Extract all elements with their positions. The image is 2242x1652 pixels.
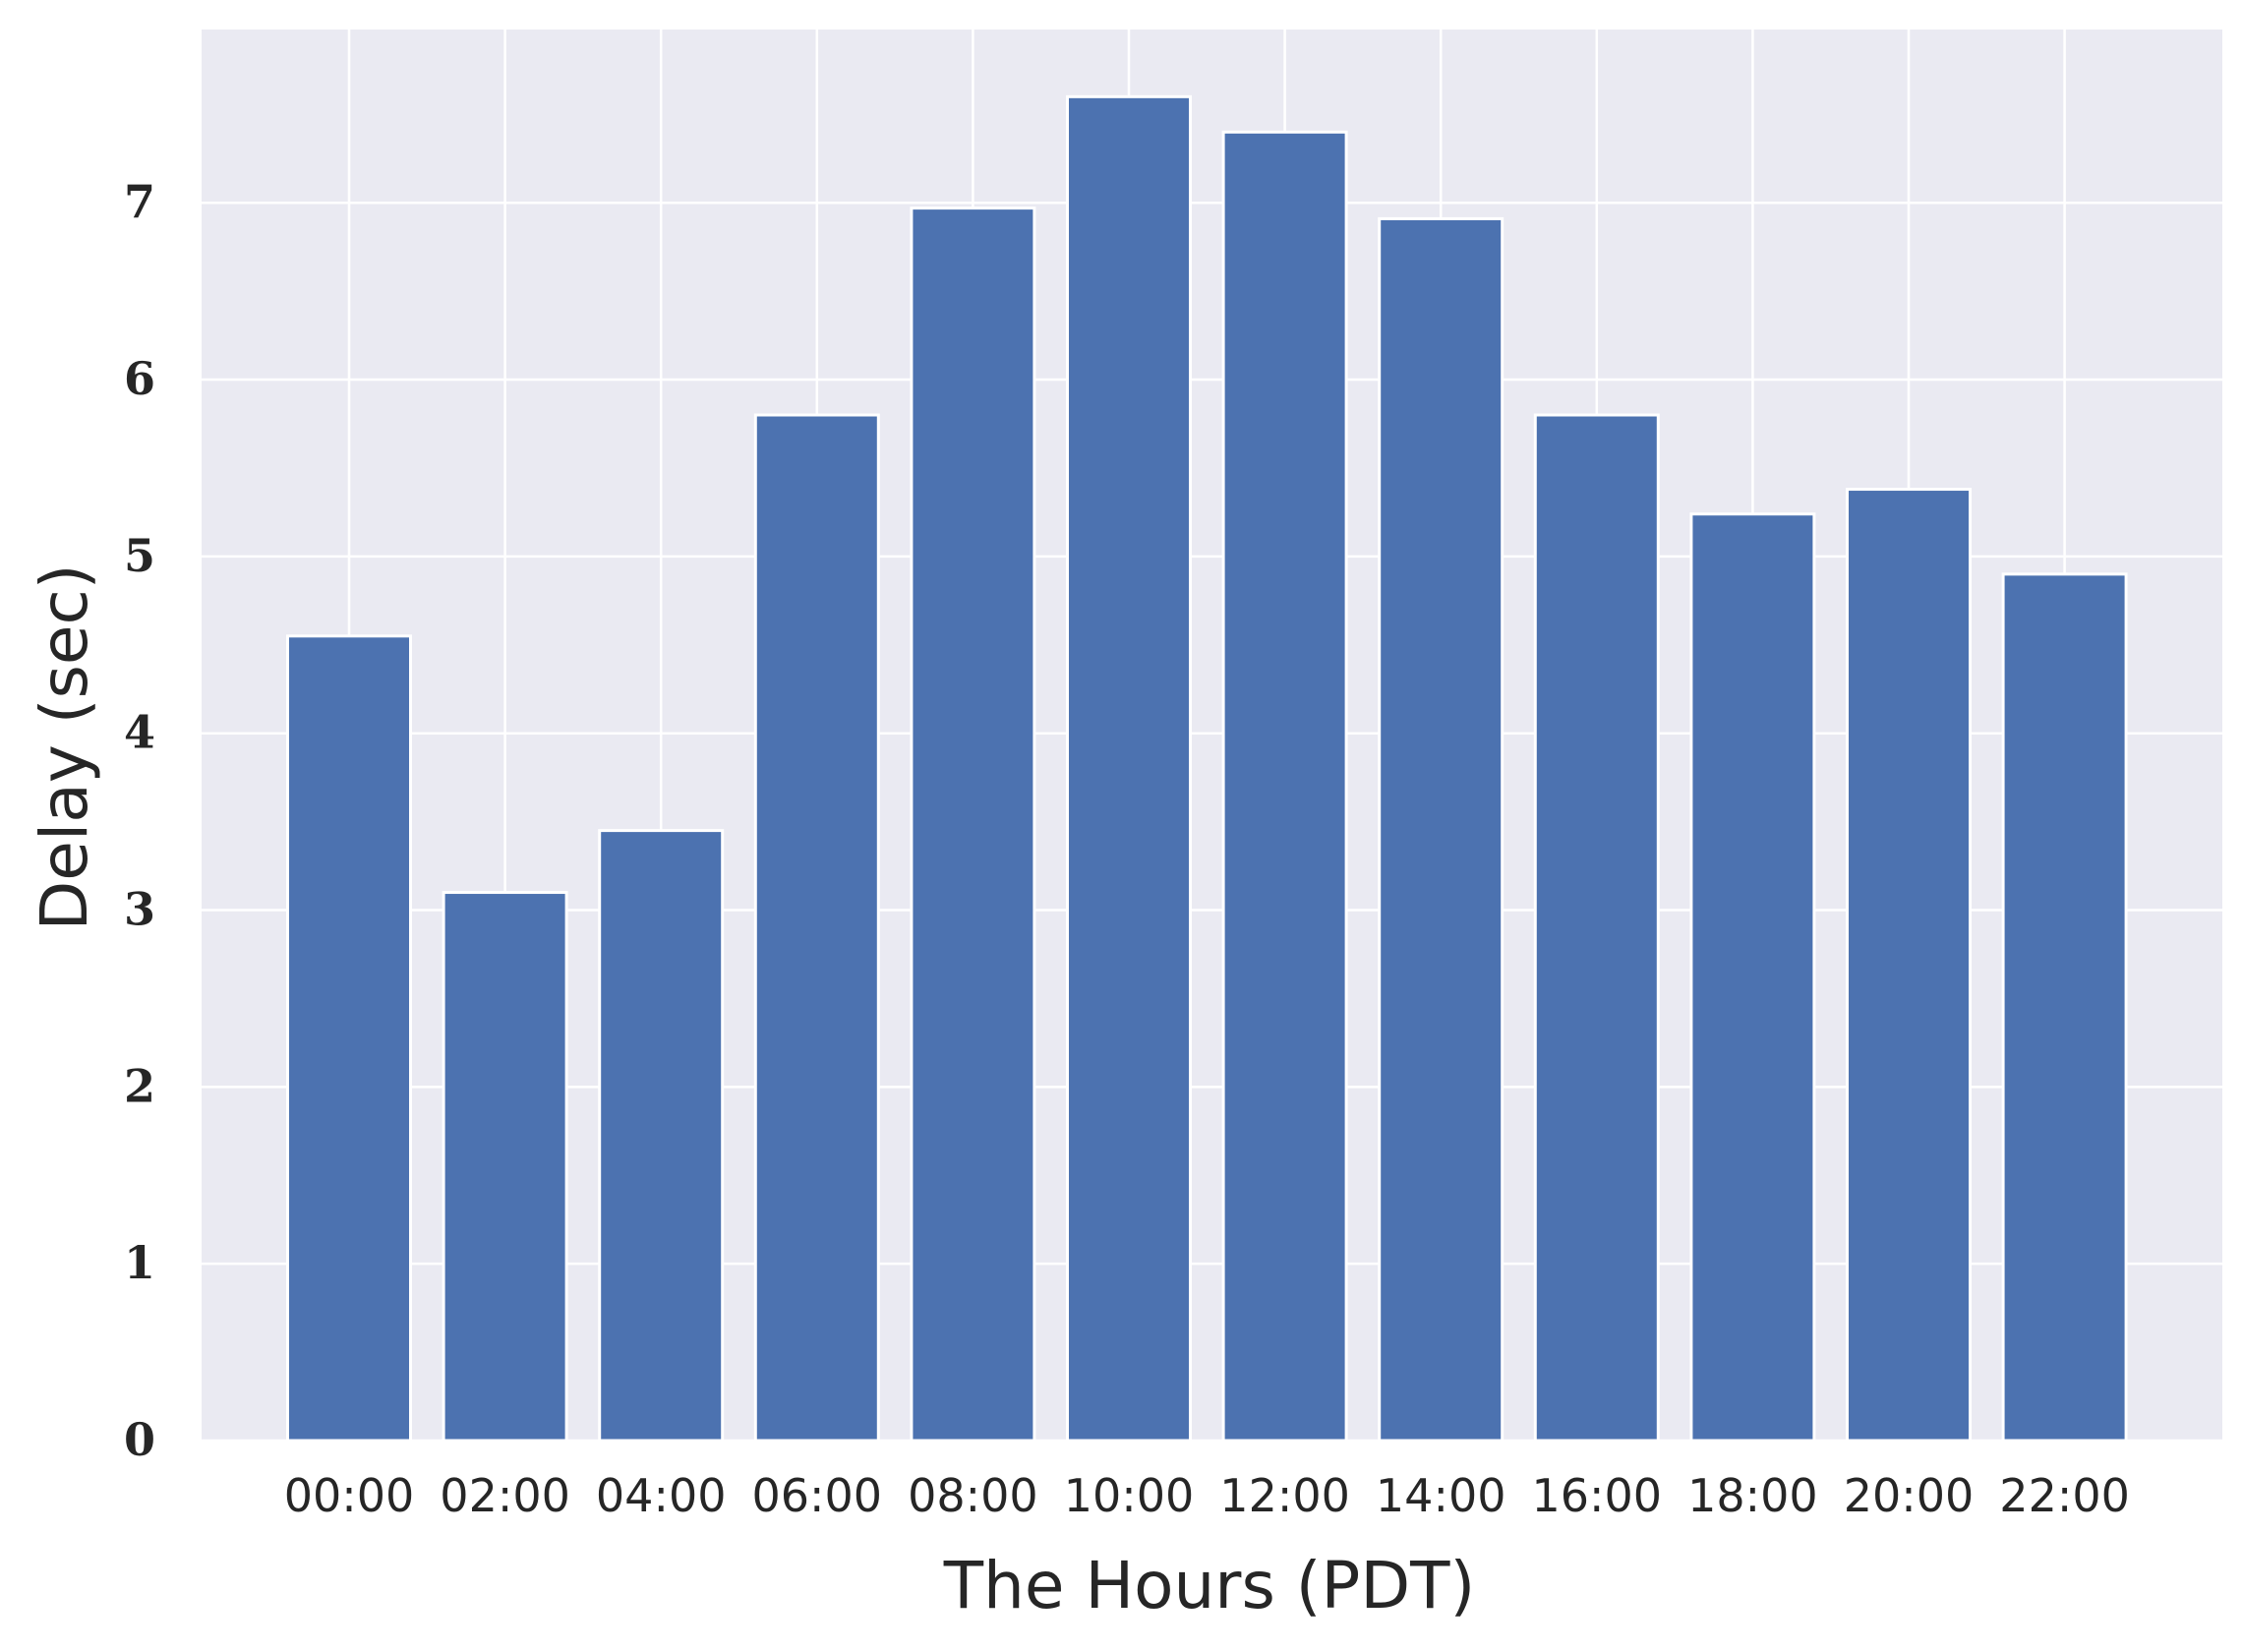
x-tick-label: 12:00 (1219, 1469, 1350, 1522)
bar (1066, 94, 1192, 1443)
y-tick-label: 3 (124, 883, 155, 936)
x-tick-label: 16:00 (1532, 1469, 1663, 1522)
bar (910, 206, 1036, 1443)
y-tick-label: 7 (124, 175, 155, 228)
bar (1533, 413, 1660, 1443)
x-tick-label: 22:00 (1999, 1469, 2130, 1522)
x-tick-label: 20:00 (1844, 1469, 1975, 1522)
bar (1378, 216, 1504, 1443)
y-tick-label: 4 (124, 706, 155, 759)
x-tick-label: 14:00 (1376, 1469, 1506, 1522)
x-axis-label: The Hours (PDT) (943, 1548, 1476, 1623)
y-axis-ticks: 0 1 2 3 4 5 6 7 (124, 175, 155, 1466)
bar (753, 413, 880, 1443)
bar (1689, 512, 1816, 1443)
bar (2001, 572, 2128, 1443)
x-tick-label: 08:00 (908, 1469, 1038, 1522)
bars (286, 94, 2128, 1443)
y-tick-label: 2 (124, 1059, 155, 1112)
x-tick-label: 00:00 (284, 1469, 415, 1522)
y-tick-label: 1 (124, 1236, 155, 1289)
bar (1221, 130, 1348, 1443)
x-tick-label: 06:00 (752, 1469, 883, 1522)
bar (286, 634, 412, 1443)
x-tick-label: 02:00 (440, 1469, 570, 1522)
y-tick-label: 6 (124, 352, 155, 405)
y-tick-label: 0 (124, 1413, 155, 1466)
y-axis-label: Delay (sec) (27, 563, 102, 930)
bar (442, 891, 568, 1443)
x-axis-ticks: 00:00 02:00 04:00 06:00 08:00 10:00 12:00 14:00… (284, 1469, 2130, 1522)
x-tick-label: 04:00 (596, 1469, 727, 1522)
x-tick-label: 18:00 (1687, 1469, 1818, 1522)
bar (1846, 488, 1972, 1443)
x-tick-label: 10:00 (1064, 1469, 1195, 1522)
bar (598, 829, 725, 1443)
y-tick-label: 5 (124, 529, 155, 582)
